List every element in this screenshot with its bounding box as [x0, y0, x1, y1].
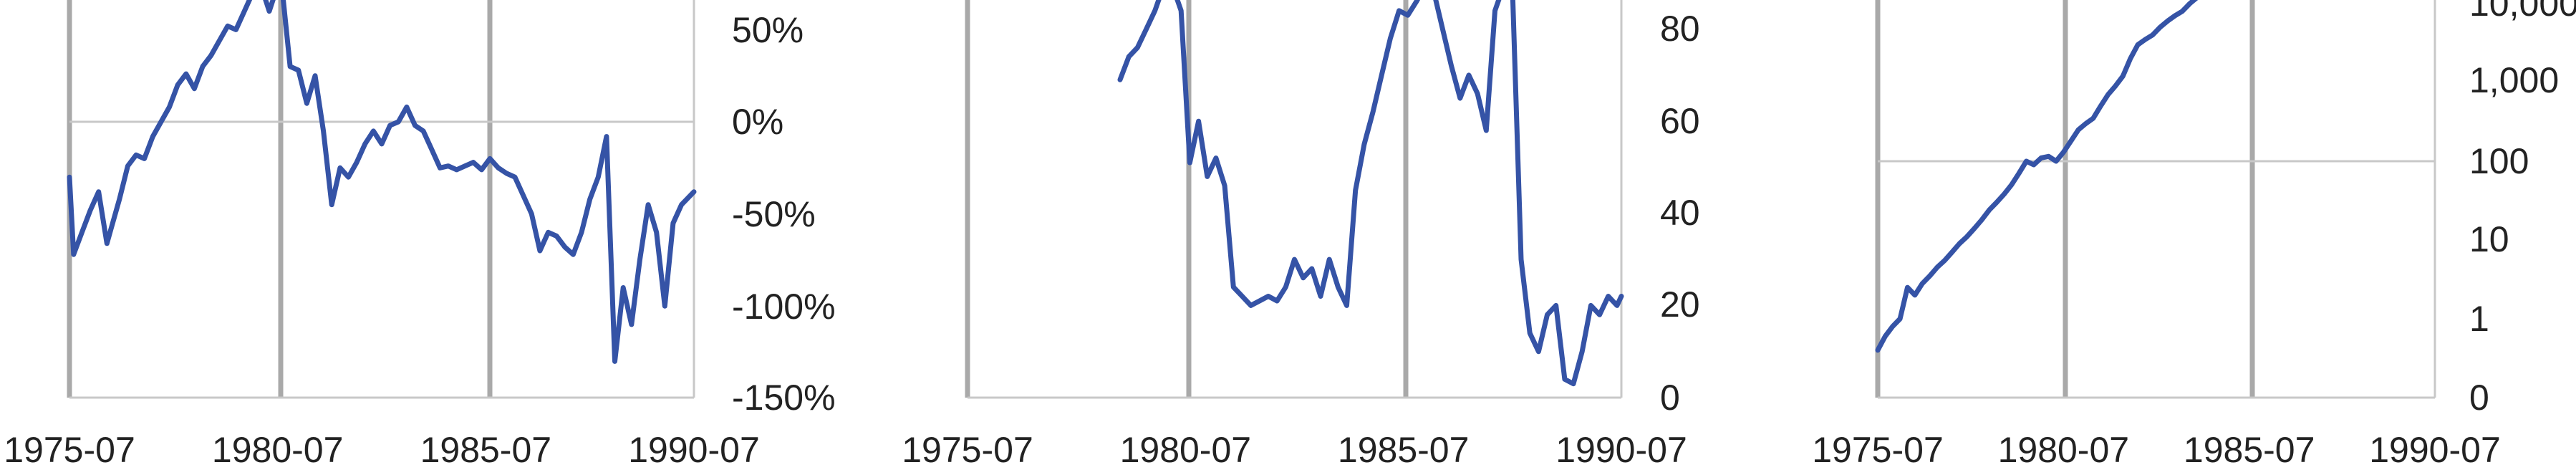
x-tick-label: 1980-07: [1120, 430, 1252, 470]
y-tick-label: 1: [2469, 299, 2489, 339]
y-tick-label: 0%: [732, 102, 783, 142]
x-tick-label: 1990-07: [628, 430, 760, 470]
chart-panel-1: 50% 0% -50% -100% -150% 1975-07 1980-07 1985-07…: [4, 0, 836, 470]
y-tick-label: 0: [2469, 378, 2489, 418]
y-tick-label: -100%: [732, 287, 836, 327]
data-series-line: [1875, 0, 2199, 353]
y-tick-label: 10,000: [2469, 0, 2576, 24]
y-tick-label: 1,000: [2469, 60, 2559, 100]
x-tick-label: 1985-07: [420, 430, 552, 470]
x-tick-label: 1980-07: [1998, 430, 2130, 470]
chart-panel-2: 80 60 40 20 0 1975-07 1980-07 1985-07 1990-07: [902, 0, 1700, 470]
y-tick-label: 100: [2469, 141, 2529, 181]
x-tick-label: 1985-07: [2184, 430, 2315, 470]
y-tick-label: 50%: [732, 10, 804, 50]
x-tick-label: 1975-07: [1812, 430, 1944, 470]
x-tick-label: 1975-07: [902, 430, 1033, 470]
x-tick-label: 1990-07: [2369, 430, 2501, 470]
x-tick-label: 1985-07: [1338, 430, 1470, 470]
y-tick-label: 80: [1660, 9, 1700, 49]
y-tick-label: 40: [1660, 193, 1700, 233]
data-series-line: [1117, 0, 1624, 387]
y-tick-label: -50%: [732, 194, 816, 234]
y-tick-label: 10: [2469, 219, 2509, 259]
y-tick-label: -150%: [732, 378, 836, 418]
data-series-line: [67, 0, 697, 364]
y-tick-label: 20: [1660, 284, 1700, 325]
y-tick-label: 60: [1660, 101, 1700, 141]
y-tick-label: 0: [1660, 378, 1680, 418]
x-tick-label: 1975-07: [4, 430, 135, 470]
x-tick-label: 1990-07: [1555, 430, 1687, 470]
x-tick-label: 1980-07: [212, 430, 344, 470]
